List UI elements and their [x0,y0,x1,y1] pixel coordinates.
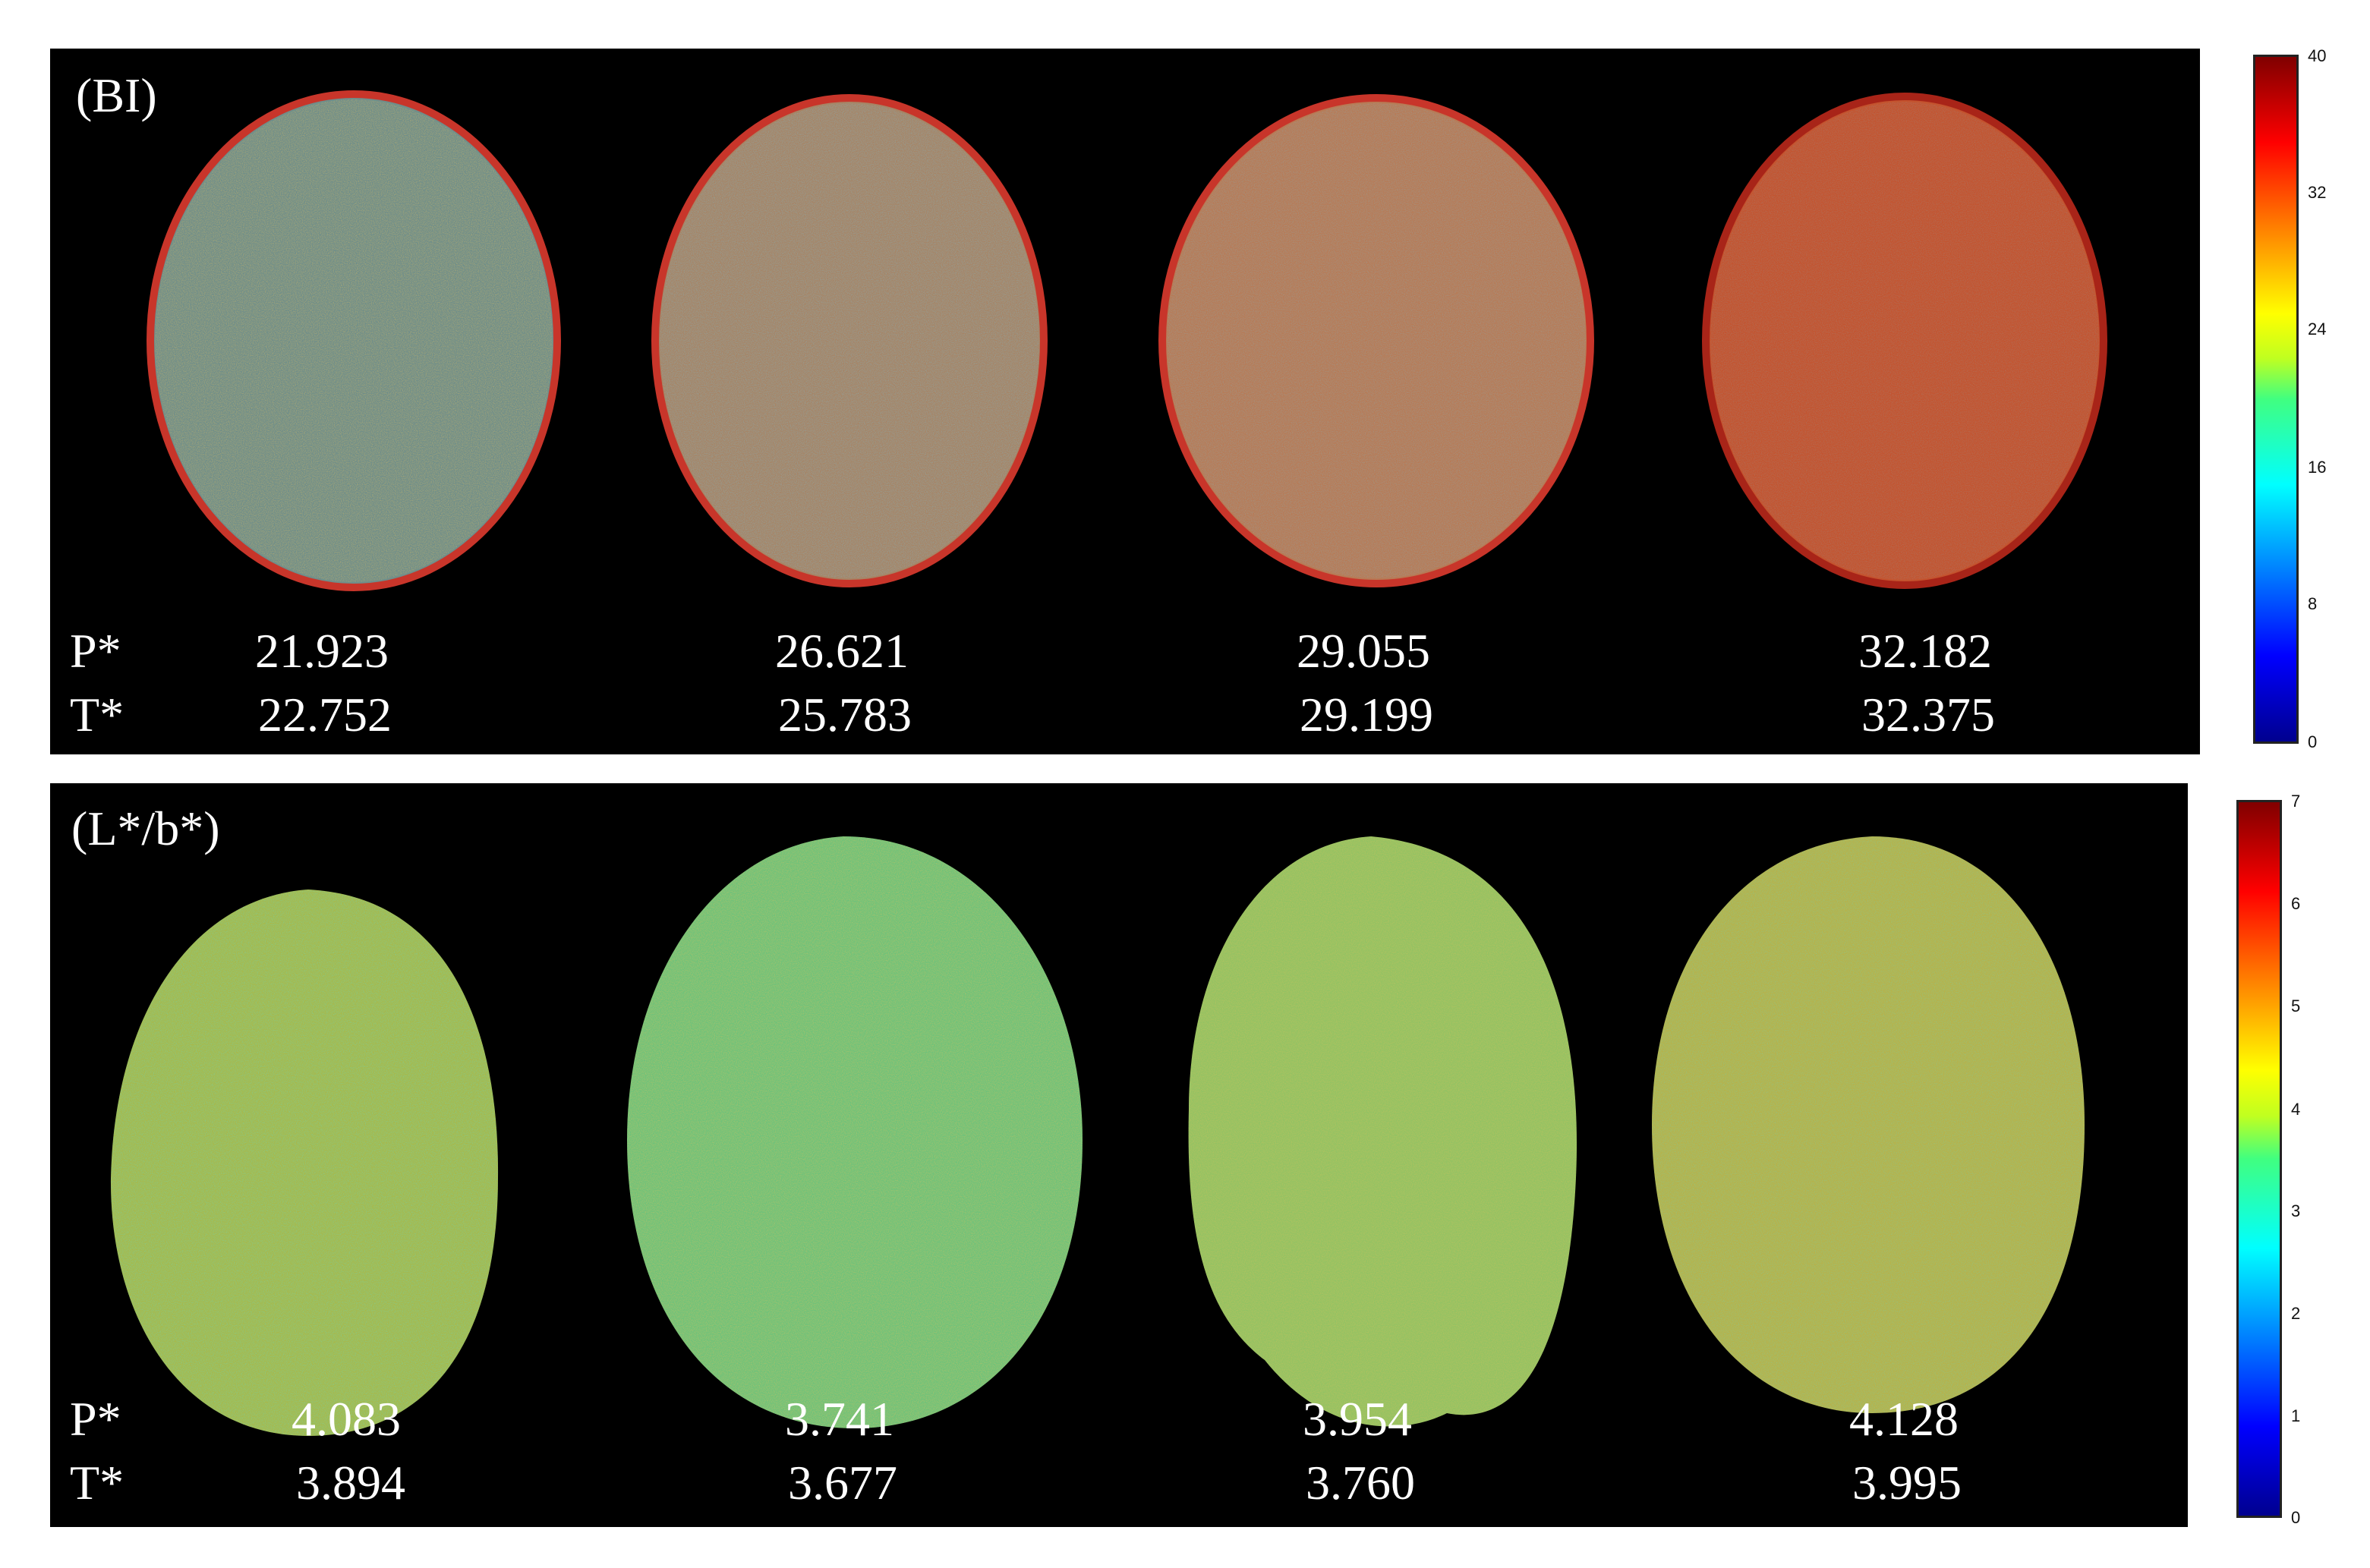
bi-panel: (BI) P* T* 21.923 26.621 29.055 32.182 2… [50,49,2200,754]
bi-sample-1 [147,90,561,591]
lb-colorbar-tick: 0 [2291,1508,2301,1527]
bi-colorbar-tick: 24 [2308,320,2327,338]
lb-sample-3 [1188,836,1577,1427]
lb-colorbar-tick: 7 [2291,792,2301,811]
lb-colorbar-tick: 5 [2291,997,2301,1015]
bi-p-value-2: 26.621 [775,624,909,678]
lb-panel: (L*/b*) P* T* 4.083 3.741 3.954 4.128 3.… [50,783,2188,1527]
lb-t-value-2: 3.677 [788,1456,897,1510]
bi-t-value-1: 22.752 [258,688,392,741]
bi-colorbar [2253,55,2299,744]
bi-sample-2 [651,94,1048,587]
bi-t-value-4: 32.375 [1861,688,1995,741]
bi-panel-label: (BI) [76,68,157,122]
lb-t-value-4: 3.995 [1852,1456,1962,1510]
bi-colorbar-tick: 8 [2308,594,2318,613]
lb-sample-2 [627,836,1083,1428]
bi-colorbar-tick: 32 [2308,183,2327,202]
bi-colorbar-tick: 0 [2308,732,2318,751]
lb-p-value-2: 3.741 [785,1392,894,1446]
bi-sample-images [147,90,2107,591]
bi-p-value-4: 32.182 [1858,624,1992,678]
lb-t-value-3: 3.760 [1306,1456,1415,1510]
bi-colorbar-tick: 16 [2308,458,2327,477]
bi-p-row-label: P* [70,624,121,678]
lb-sample-1 [110,889,499,1436]
lb-colorbar-tick: 2 [2291,1304,2301,1323]
bi-colorbar-gradient [2255,57,2296,741]
lb-colorbar-tick: 6 [2291,894,2301,913]
lb-sample-images [110,836,2085,1436]
bi-t-value-2: 25.783 [778,688,912,741]
lb-sample-4 [1652,836,2085,1413]
lb-t-row-label: T* [70,1456,124,1510]
lb-panel-label: (L*/b*) [71,801,220,855]
bi-t-value-3: 29.199 [1300,688,1433,741]
bi-p-value-3: 29.055 [1297,624,1430,678]
lb-colorbar-gradient [2239,802,2280,1516]
lb-colorbar-tick: 3 [2291,1201,2301,1220]
bi-sample-4 [1702,93,2107,589]
bi-colorbar-tick: 40 [2308,46,2327,65]
lb-colorbar-tick: 4 [2291,1100,2301,1119]
lb-colorbar [2236,800,2282,1518]
lb-p-value-3: 3.954 [1303,1392,1412,1446]
bi-p-value-1: 21.923 [255,624,389,678]
lb-p-value-4: 4.128 [1849,1392,1959,1446]
bi-sample-3 [1158,94,1594,587]
lb-colorbar-tick: 1 [2291,1406,2301,1425]
lb-p-row-label: P* [70,1392,121,1446]
lb-t-value-1: 3.894 [296,1456,405,1510]
lb-p-value-1: 4.083 [292,1392,401,1446]
bi-t-row-label: T* [70,688,124,741]
